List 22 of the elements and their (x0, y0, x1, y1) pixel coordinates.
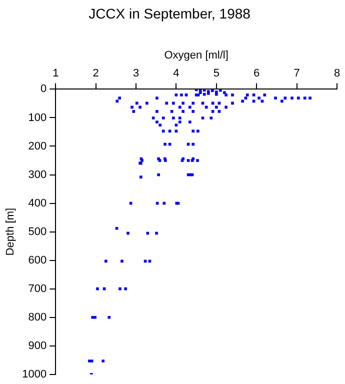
x-tick-label: 1 (52, 68, 59, 80)
y-tick-label: 700 (28, 282, 47, 295)
y-tick-label: 400 (28, 197, 47, 210)
y-tick-label: 0 (40, 83, 47, 96)
y-tick-label: 300 (28, 168, 47, 181)
x-tick-label: 7 (294, 68, 300, 80)
x-tick-label: 2 (92, 68, 99, 80)
x-axis-title: Oxygen [ml/l] (164, 49, 228, 62)
x-tick-label: 5 (213, 68, 220, 80)
x-tick-label: 6 (254, 68, 260, 80)
y-tick-label: 800 (28, 311, 47, 324)
y-tick-label: 500 (28, 226, 47, 238)
y-tick-label: 1000 (22, 368, 47, 380)
y-axis-title: Depth [m] (4, 208, 17, 256)
y-tick-label: 100 (28, 112, 47, 124)
x-tick-label: 8 (334, 68, 340, 80)
x-tick-label: 4 (173, 68, 180, 80)
y-tick-label: 600 (28, 254, 47, 266)
x-tick-label: 3 (132, 68, 140, 80)
y-tick-label: 900 (28, 340, 47, 352)
y-tick-label: 200 (28, 140, 47, 152)
chart-title: JCCX in September, 1988 (88, 5, 251, 22)
